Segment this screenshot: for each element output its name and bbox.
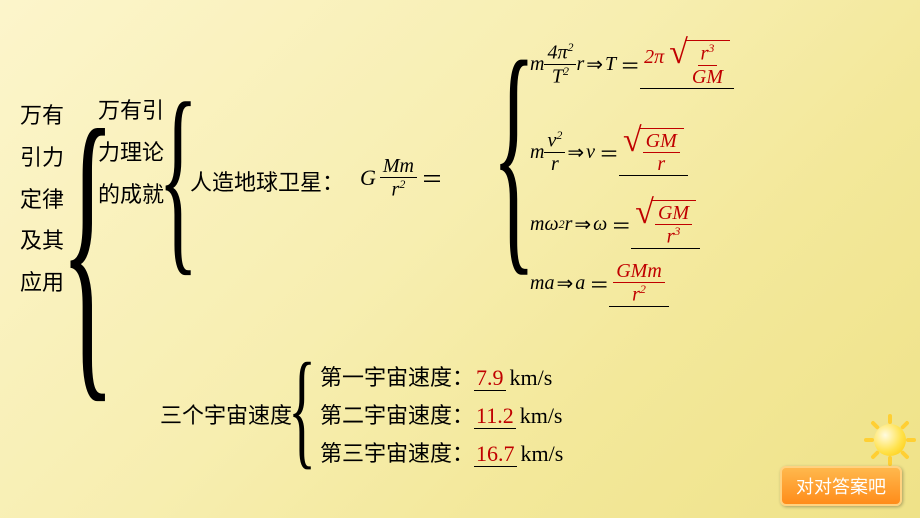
brace-cosmic: { — [288, 348, 316, 472]
main-topic-label: 万有 引力 定律 及其 应用 — [20, 95, 64, 304]
satellite-label: 人造地球卫星： — [190, 165, 344, 197]
cosmic-velocity-1: 第一宇宙速度：7.9km/s — [320, 360, 552, 392]
formula-case-velocity: m v2 r ⇒ v ＝ √ GM r — [530, 128, 688, 176]
formula-case-omega: m ω2 r ⇒ ω ＝ √ GM r3 — [530, 200, 700, 249]
check-answers-button[interactable]: 对对答案吧 — [780, 466, 902, 506]
cosmic-velocity-2: 第二宇宙速度：11.2km/s — [320, 398, 563, 430]
cosmic-velocity-label: 三个宇宙速度 — [160, 398, 292, 430]
sub-topic-label: 万有引 力理论 的成就 — [98, 90, 164, 215]
formula-case-period: m 4π2 T2 r ⇒ T ＝ 2π √ r3 GM — [530, 40, 734, 89]
sun-icon — [860, 410, 920, 470]
formula-lhs: G Mm r2 ＝ — [360, 155, 443, 201]
formula-case-accel: m a ⇒ a ＝ GMm r2 — [530, 260, 669, 307]
cosmic-velocity-3: 第三宇宙速度：16.7km/s — [320, 436, 563, 468]
